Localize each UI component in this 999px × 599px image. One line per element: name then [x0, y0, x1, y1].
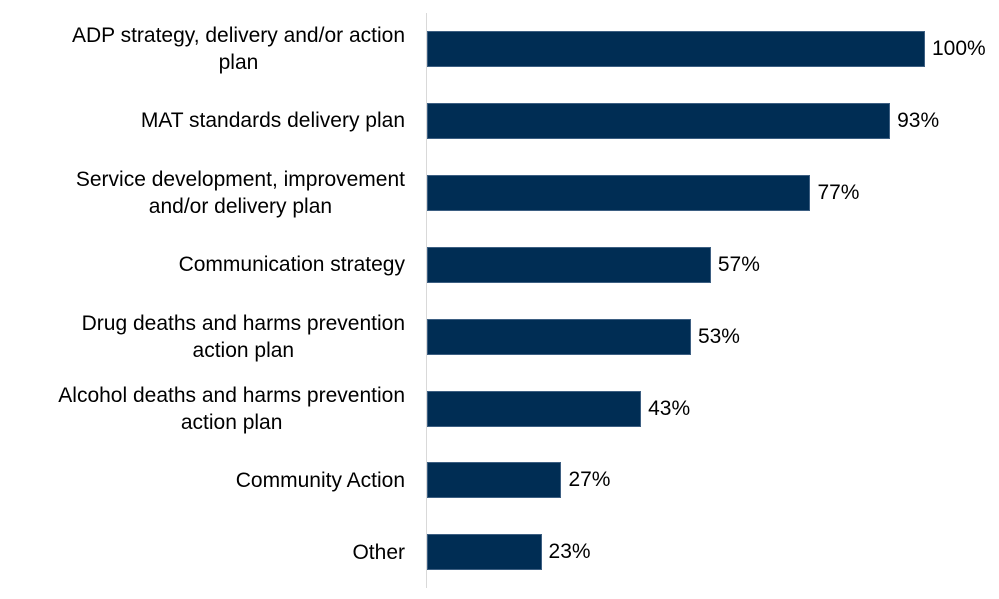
bar-row: Community Action 27% [0, 444, 999, 516]
category-label: Other [0, 516, 405, 588]
y-axis-line [426, 13, 427, 588]
bar-row: Other 23% [0, 516, 999, 588]
bar-row: MAT standards delivery plan 93% [0, 85, 999, 157]
value-label: 100% [932, 37, 986, 60]
bar-row: ADP strategy, delivery and/or action plan… [0, 13, 999, 85]
value-label: 77% [817, 180, 860, 204]
category-label: Communication strategy [0, 229, 405, 301]
bar-row: Drug deaths and harms prevention action p… [0, 301, 999, 373]
bar [427, 534, 542, 571]
bar-row: Communication strategy 57% [0, 229, 999, 301]
category-label-text: Other [352, 540, 405, 564]
category-label-text: Drug deaths and harms prevention action p… [81, 311, 405, 362]
value-label: 27% [568, 468, 611, 492]
bar-row: Service development, improvement and/or d… [0, 157, 999, 229]
bar [427, 246, 711, 283]
category-label-text: Community Action [235, 468, 405, 492]
value-label: 53% [697, 324, 740, 348]
category-label: Service development, improvement and/or d… [0, 157, 405, 229]
bar [427, 462, 562, 499]
value-label: 23% [548, 540, 591, 564]
bar [427, 390, 642, 427]
category-label-text: Alcohol deaths and harms prevention actio… [58, 383, 405, 434]
bar [427, 102, 891, 139]
value-label: 57% [717, 252, 760, 276]
category-label-text: MAT standards delivery plan [140, 109, 405, 133]
category-label: Drug deaths and harms prevention action p… [0, 301, 405, 373]
category-label-text: Service development, improvement and/or d… [75, 167, 405, 218]
bar-row: Alcohol deaths and harms prevention actio… [0, 373, 999, 445]
category-label-text: ADP strategy, delivery and/or action plan [71, 24, 405, 74]
value-label: 43% [648, 396, 691, 420]
bar [427, 174, 811, 211]
value-label: 93% [897, 108, 940, 132]
category-label: Alcohol deaths and harms prevention actio… [0, 373, 405, 445]
bar [427, 31, 925, 67]
category-label: MAT standards delivery plan [0, 85, 405, 157]
category-label: ADP strategy, delivery and/or action plan [0, 13, 405, 85]
bar [427, 318, 691, 355]
category-label: Community Action [0, 444, 405, 516]
category-label-text: Communication strategy [178, 253, 405, 277]
